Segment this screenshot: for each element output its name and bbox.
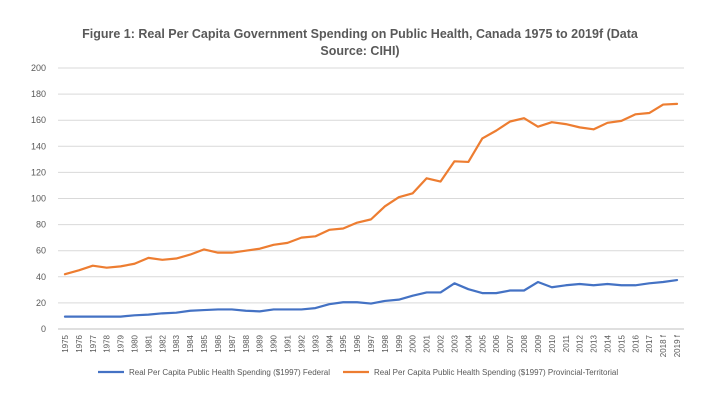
x-tick-label-2019-f: 2019 f [673,334,682,357]
x-tick-label-2016: 2016 [631,334,640,352]
y-tick-label-180: 180 [31,89,46,99]
x-tick-label-2007: 2007 [506,334,515,352]
x-tick-label-2003: 2003 [450,334,459,352]
x-tick-label-1982: 1982 [158,334,167,352]
x-tick-label-1985: 1985 [200,334,209,352]
y-tick-label-200: 200 [31,63,46,73]
y-tick-label-0: 0 [41,324,46,334]
x-tick-label-1980: 1980 [131,334,140,352]
x-tick-label-2000: 2000 [409,334,418,352]
x-tick-label-1986: 1986 [214,334,223,352]
x-tick-label-2006: 2006 [492,334,501,352]
x-tick-label-1996: 1996 [353,334,362,352]
x-tick-label-1978: 1978 [103,334,112,352]
x-tick-label-2012: 2012 [576,334,585,352]
x-tick-label-2002: 2002 [437,334,446,352]
y-tick-label-140: 140 [31,141,46,151]
x-tick-label-1979: 1979 [117,334,126,352]
x-tick-label-2009: 2009 [534,334,543,352]
x-tick-label-1992: 1992 [297,334,306,352]
x-tick-label-2010: 2010 [548,334,557,352]
y-tick-label-20: 20 [36,298,46,308]
x-tick-label-1977: 1977 [89,334,98,352]
y-tick-label-160: 160 [31,115,46,125]
legend-label-0: Real Per Capita Public Health Spending (… [129,368,330,377]
y-tick-label-100: 100 [31,194,46,204]
x-tick-label-1991: 1991 [284,334,293,352]
x-tick-label-1994: 1994 [325,334,334,352]
y-tick-label-60: 60 [36,246,46,256]
x-tick-label-1993: 1993 [311,334,320,352]
x-tick-label-2018-f: 2018 f [659,334,668,357]
chart-title-line-2: Source: CIHI) [320,44,400,58]
x-tick-label-2017: 2017 [645,334,654,352]
x-tick-label-2015: 2015 [617,334,626,352]
x-tick-label-2004: 2004 [464,334,473,352]
x-tick-label-1989: 1989 [256,334,265,352]
x-tick-label-2014: 2014 [603,334,612,352]
x-tick-label-1997: 1997 [367,334,376,352]
chart-title: Figure 1: Real Per Capita Government Spe… [0,26,720,60]
x-tick-label-1988: 1988 [242,334,251,352]
x-tick-label-2008: 2008 [520,334,529,352]
x-tick-label-2005: 2005 [478,334,487,352]
y-tick-label-120: 120 [31,167,46,177]
x-tick-label-1995: 1995 [339,334,348,352]
series-line-0 [63,278,679,318]
x-tick-label-1975: 1975 [61,334,70,352]
x-tick-label-2011: 2011 [562,334,571,352]
legend-label-1: Real Per Capita Public Health Spending (… [374,368,618,377]
x-tick-label-1987: 1987 [228,334,237,352]
y-tick-label-80: 80 [36,220,46,230]
y-tick-label-40: 40 [36,272,46,282]
x-tick-label-1984: 1984 [186,334,195,352]
x-tick-label-1998: 1998 [381,334,390,352]
x-tick-label-1976: 1976 [75,334,84,352]
x-tick-label-1983: 1983 [172,334,181,352]
x-tick-label-1981: 1981 [144,334,153,352]
x-tick-label-2013: 2013 [590,334,599,352]
x-tick-label-1999: 1999 [395,334,404,352]
series-line-1 [63,102,679,276]
chart-title-line-1: Figure 1: Real Per Capita Government Spe… [82,27,638,41]
x-tick-label-2001: 2001 [423,334,432,352]
x-tick-label-1990: 1990 [270,334,279,352]
